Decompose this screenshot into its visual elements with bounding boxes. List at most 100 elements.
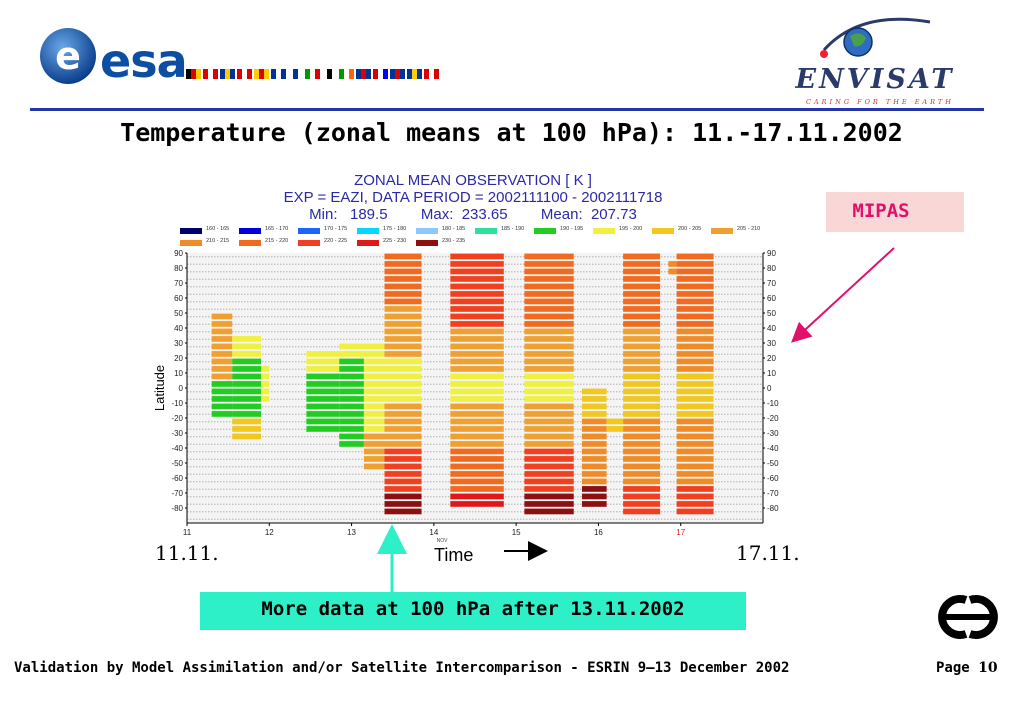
heatmap-cell [450,403,504,410]
legend-label: 230 - 235 [442,238,466,244]
heatmap-cell [384,291,422,297]
legend-swatch [298,228,320,234]
heatmap-cell [384,463,422,470]
heatmap-cell [623,478,661,485]
heatmap-cell [450,471,504,477]
heatmap-cell [524,426,574,432]
heatmap-cell [676,411,714,417]
heatmap-cell [450,418,504,425]
heatmap-cell [623,403,661,410]
heatmap-cell [384,351,422,357]
heatmap-cell [450,426,504,432]
heatmap-cell [384,261,422,267]
legend-swatch [593,228,615,234]
heatmap-cell [384,486,422,492]
heatmap-cell [363,388,385,395]
heatmap-cell [450,261,504,267]
y-tick-label-left: -20 [171,414,183,423]
mipas-callout-box [826,192,964,232]
heatmap-cell [384,321,422,327]
heatmap-cell [581,463,607,470]
heatmap-cell [261,366,270,372]
heatmap-cell [524,283,574,290]
heatmap-cell [339,358,364,365]
heatmap-cell [384,448,422,455]
y-tick-label-right: 70 [767,279,776,288]
legend-item: 195 - 200 [593,226,651,236]
legend-item: 220 - 225 [298,238,356,248]
heatmap-cell [676,478,714,485]
x-month-label: NOV [437,538,449,544]
heatmap-cell [306,388,340,395]
heatmap-cell [676,493,714,500]
heatmap-cell [676,343,714,350]
heatmap-cell [450,501,504,507]
heatmap-cell [339,396,364,402]
member-flags [186,69,439,79]
heatmap-cell [363,456,385,462]
heatmap-cell [384,441,422,447]
heatmap-cell [384,433,422,440]
heatmap-cell [363,396,385,402]
heatmap-cell [339,426,364,432]
heatmap-cell [211,411,233,417]
heatmap-cell [306,403,340,410]
y-tick-label-right: -80 [767,504,779,513]
heatmap-cell [623,448,661,455]
flag-icon [356,69,371,79]
heatmap-cell [524,433,574,440]
heatmap-cell [450,448,504,455]
y-tick-label-left: -60 [171,474,183,483]
heatmap-cell [306,396,340,402]
heatmap-cell [450,478,504,485]
heatmap-cell [306,418,340,425]
flag-icon [271,69,286,79]
heatmap-cell [211,336,233,342]
flag-icon [373,69,388,79]
heatmap-cell [261,373,270,380]
heatmap-cell [211,381,233,387]
legend-item: 170 - 175 [298,226,356,236]
heatmap-cell [211,358,233,365]
heatmap-cell [363,418,385,425]
heatmap-cell [524,306,574,312]
y-tick-label-left: 90 [174,249,183,258]
heatmap-cell [676,298,714,305]
x-tick-label: 13 [347,528,356,537]
heatmap-cell [524,411,574,417]
heatmap-cell [524,381,574,387]
y-tick-label-right: 20 [767,354,776,363]
heatmap-cell [623,463,661,470]
legend-swatch [416,228,438,234]
heatmap-cell [384,418,422,425]
flag-icon [424,69,439,79]
heatmap-cell [450,358,504,365]
heatmap-cell [581,403,607,410]
heatmap-cell [384,403,422,410]
y-tick-label-right: 60 [767,294,776,303]
heatmap-cell [581,478,607,485]
heatmap-cell [676,373,714,380]
heatmap-cell [363,448,385,455]
heatmap-cell [211,403,233,410]
heatmap-cell [676,336,714,342]
heatmap-cell [623,261,661,267]
heatmap-cell [623,253,661,260]
legend-label: 190 - 195 [560,226,584,232]
legend-swatch [239,228,261,234]
x-tick-label: 11 [183,528,192,537]
y-tick-label-right: -10 [767,399,779,408]
y-tick-label-right: 30 [767,339,776,348]
heatmap-cell [450,373,504,380]
esa-wordmark: esa [100,34,188,88]
heatmap-cell [668,261,677,267]
chart-title-line-3: Min: 189.5 Max: 233.65 Mean: 207.73 [309,206,637,223]
heatmap-cell [232,396,262,402]
legend-item: 210 - 215 [180,238,238,248]
heatmap-cell [524,418,574,425]
heatmap-cell [623,441,661,447]
heatmap-cell [363,411,385,417]
heatmap-cell [450,456,504,462]
heatmap-cell [363,463,385,470]
heatmap-cell [623,411,661,417]
